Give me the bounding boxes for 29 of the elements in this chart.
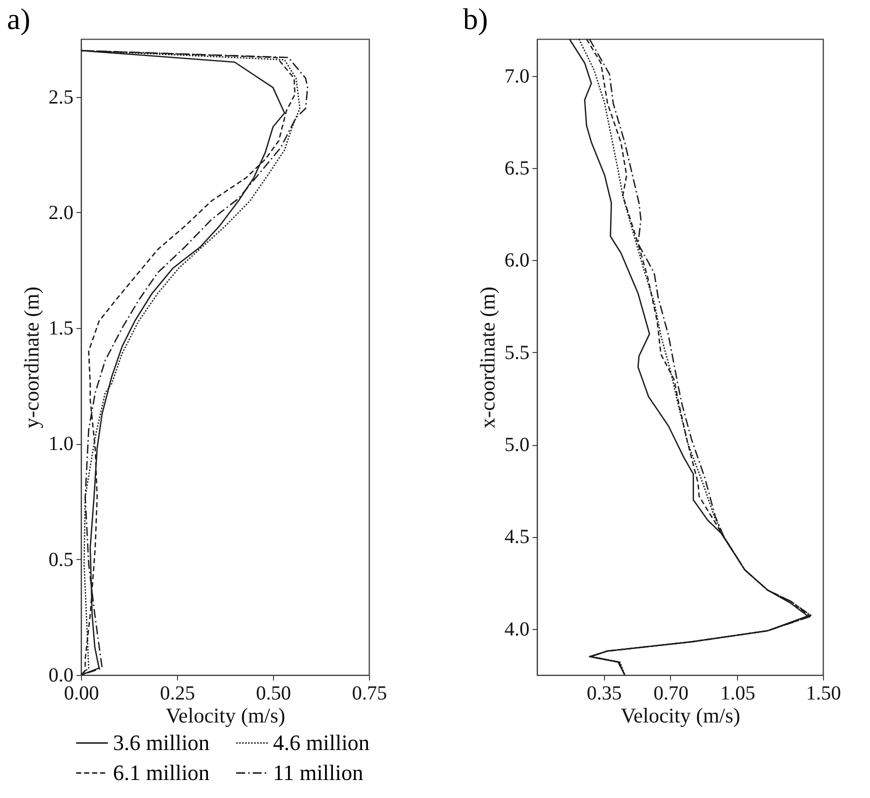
y-tick-label: 7.0	[504, 65, 530, 88]
y-axis-title: y-coordinate (m)	[20, 286, 44, 428]
x-tick-label: 1.50	[806, 682, 841, 704]
y-tick-label: 0.5	[48, 548, 74, 571]
legend-label: 11 million	[273, 760, 364, 785]
chart-title: b)	[463, 3, 488, 36]
y-tick-label: 5.5	[504, 342, 530, 364]
legend-label: 4.6 million	[273, 730, 370, 755]
y-tick-label: 1.0	[48, 433, 74, 456]
y-tick-label: 2.0	[48, 202, 74, 224]
x-tick-label: 0.70	[653, 682, 688, 704]
y-tick-label: 1.5	[48, 318, 74, 340]
y-tick-label: 6.0	[504, 250, 530, 272]
x-tick-label: 1.05	[720, 682, 756, 704]
x-tick-label: 0.50	[256, 682, 291, 704]
x-tick-label: 0.75	[352, 682, 387, 704]
x-axis-title: Velocity (m/s)	[620, 704, 740, 728]
y-axis-title: x-coordinate (m)	[476, 286, 500, 428]
x-axis-title: Velocity (m/s)	[166, 704, 286, 728]
legend-label: 6.1 million	[113, 760, 210, 785]
x-tick-label: 0.25	[160, 682, 195, 704]
y-tick-label: 5.0	[504, 434, 530, 456]
chart-title: a)	[7, 3, 30, 36]
y-tick-label: 2.5	[48, 86, 74, 108]
y-tick-label: 4.0	[504, 618, 530, 640]
y-tick-label: 6.5	[504, 158, 530, 180]
legend-label: 3.6 million	[113, 730, 210, 755]
y-tick-label: 4.5	[504, 526, 530, 548]
x-tick-label: 0.35	[586, 682, 622, 704]
